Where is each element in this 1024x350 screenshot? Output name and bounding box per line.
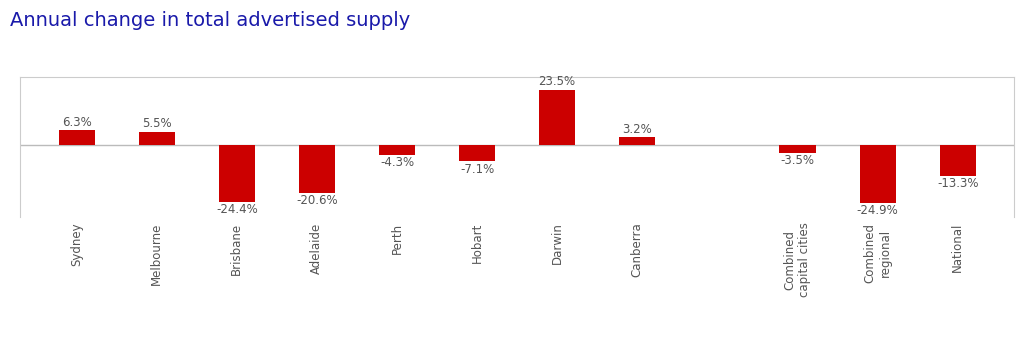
- Bar: [540, 90, 575, 145]
- Bar: [940, 145, 976, 176]
- Bar: [779, 145, 815, 153]
- Bar: [219, 145, 255, 202]
- Bar: [379, 145, 415, 155]
- Text: -24.9%: -24.9%: [857, 204, 898, 217]
- Text: -3.5%: -3.5%: [780, 154, 814, 167]
- Text: -24.4%: -24.4%: [216, 203, 258, 216]
- Text: -7.1%: -7.1%: [460, 163, 495, 176]
- Text: -20.6%: -20.6%: [296, 194, 338, 207]
- Text: -13.3%: -13.3%: [937, 177, 979, 190]
- Bar: [620, 137, 655, 145]
- Bar: [859, 145, 896, 203]
- Bar: [299, 145, 335, 193]
- Bar: [459, 145, 495, 161]
- Text: 5.5%: 5.5%: [142, 118, 171, 131]
- Text: 6.3%: 6.3%: [61, 116, 91, 128]
- Bar: [58, 130, 94, 145]
- Text: 23.5%: 23.5%: [539, 76, 575, 89]
- Text: -4.3%: -4.3%: [380, 156, 414, 169]
- Text: Annual change in total advertised supply: Annual change in total advertised supply: [10, 10, 411, 29]
- Bar: [138, 132, 175, 145]
- Text: 3.2%: 3.2%: [623, 123, 652, 136]
